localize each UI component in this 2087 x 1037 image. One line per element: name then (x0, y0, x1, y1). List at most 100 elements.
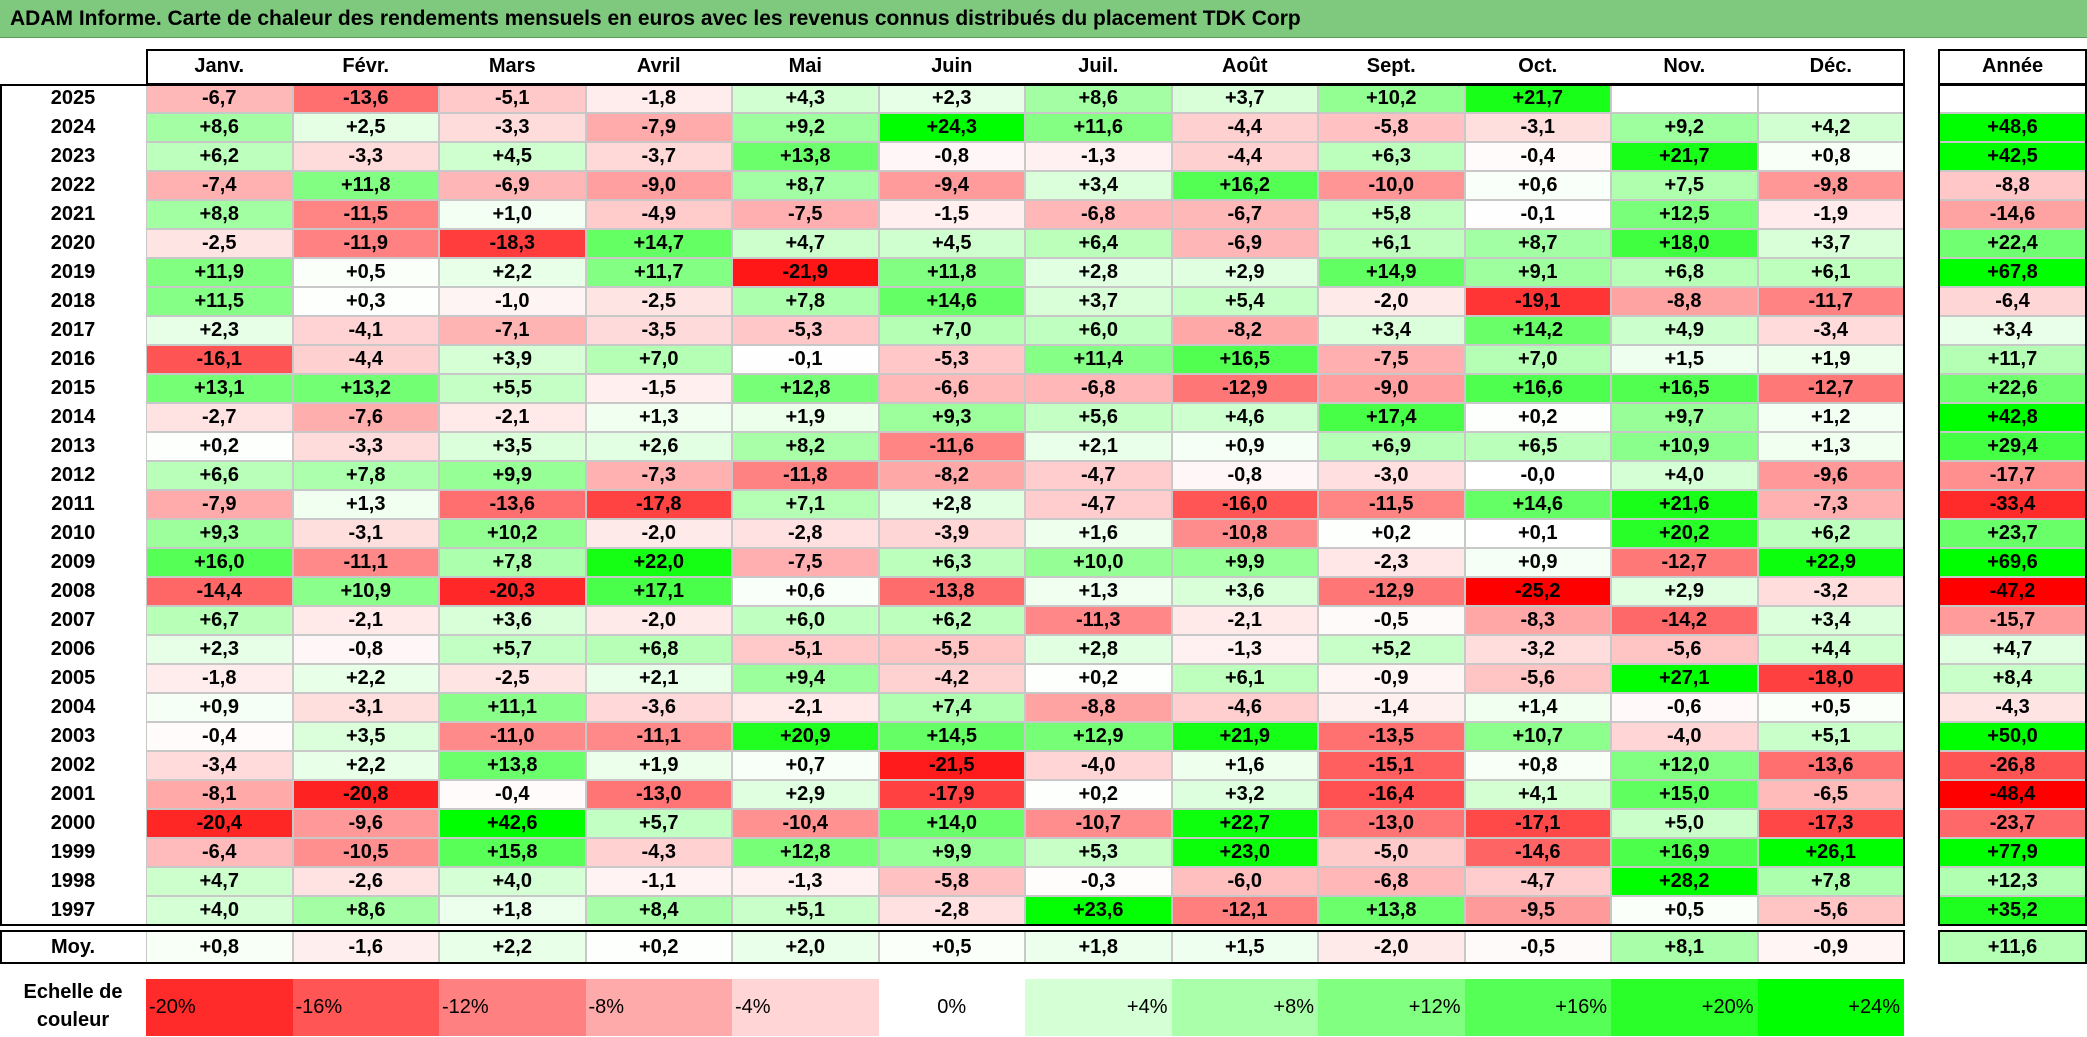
annual-cell: +77,9 (1938, 838, 2087, 867)
heatmap-cell: +11,8 (878, 258, 1025, 287)
month-header: Mars (488, 55, 536, 77)
heatmap-cell: +7,4 (878, 693, 1025, 722)
heatmap-cell: +3,2 (1171, 780, 1318, 809)
heatmap-cell: +11,1 (439, 693, 586, 722)
heatmap-cell: -3,3 (439, 113, 586, 142)
heatmap-cell: -3,4 (1757, 316, 1904, 345)
row-year-label: 2000 (50, 812, 96, 834)
heatmap-cell: +4,7 (146, 867, 293, 896)
heatmap-cell: +0,3 (292, 287, 439, 316)
heatmap-cell: +1,3 (1025, 577, 1172, 606)
heatmap-cell: -9,4 (878, 171, 1025, 200)
chart-title: ADAM Informe. Carte de chaleur des rende… (10, 7, 1301, 30)
heatmap-cell: +0,8 (1757, 142, 1904, 171)
heatmap-cell: -3,3 (292, 432, 439, 461)
heatmap-cell: +14,0 (878, 809, 1025, 838)
heatmap-cell: -4,3 (585, 838, 732, 867)
annual-cell: -26,8 (1938, 751, 2087, 780)
average-cell: -2,0 (1318, 930, 1465, 964)
heatmap-cell: +4,2 (1757, 113, 1904, 142)
heatmap-cell: +23,0 (1171, 838, 1318, 867)
heatmap-cell: -1,0 (439, 287, 586, 316)
annual-cell (1938, 84, 2087, 113)
heatmap-cell: -11,8 (732, 461, 879, 490)
heatmap-cell: +4,1 (1464, 780, 1611, 809)
heatmap-cell: +0,8 (1464, 751, 1611, 780)
month-header: Juil. (1078, 55, 1119, 77)
heatmap-cell: -4,4 (1171, 113, 1318, 142)
annual-cell: -17,7 (1938, 461, 2087, 490)
heatmap-cell: -4,1 (292, 316, 439, 345)
heatmap-cell: -13,6 (1757, 751, 1904, 780)
heatmap-cell: -3,4 (146, 751, 293, 780)
heatmap-cell: -10,7 (1025, 809, 1172, 838)
heatmap-cell: +13,2 (292, 374, 439, 403)
heatmap-cell: -5,6 (1757, 896, 1904, 925)
heatmap-cell: +5,2 (1318, 635, 1465, 664)
heatmap-cell: -3,9 (878, 519, 1025, 548)
heatmap-cell: -0,3 (1025, 867, 1172, 896)
heatmap-cell: -11,3 (1025, 606, 1172, 635)
heatmap-cell: -6,8 (1025, 374, 1172, 403)
heatmap-cell: -11,6 (878, 432, 1025, 461)
row-year-label: 2017 (50, 319, 96, 341)
heatmap-cell: -0,6 (1611, 693, 1758, 722)
heatmap-cell: +1,3 (292, 490, 439, 519)
heatmap-cell: +5,3 (1025, 838, 1172, 867)
heatmap-cell: +18,0 (1611, 229, 1758, 258)
heatmap-cell: -6,0 (1171, 867, 1318, 896)
annual-cell: +35,2 (1938, 896, 2087, 925)
row-year-label: 1998 (50, 870, 96, 892)
heatmap-cell: +9,9 (439, 461, 586, 490)
annual-cell: -6,4 (1938, 287, 2087, 316)
heatmap-cell: +1,0 (439, 200, 586, 229)
annual-cell: +22,4 (1938, 229, 2087, 258)
annual-cell: +11,7 (1938, 345, 2087, 374)
heatmap-cell: +6,9 (1318, 432, 1465, 461)
heatmap-cell: -6,8 (1318, 867, 1465, 896)
heatmap-cell: -1,1 (585, 867, 732, 896)
heatmap-cell: +4,0 (146, 896, 293, 925)
annual-cell: +67,8 (1938, 258, 2087, 287)
annual-cell: +22,6 (1938, 374, 2087, 403)
heatmap-cell: +3,6 (439, 606, 586, 635)
heatmap-cell: +20,2 (1611, 519, 1758, 548)
heatmap-cell: +1,9 (1757, 345, 1904, 374)
heatmap-cell: +10,7 (1464, 722, 1611, 751)
heatmap-cell: +12,8 (732, 838, 879, 867)
average-cell: -0,9 (1757, 930, 1904, 964)
heatmap-cell: +2,2 (292, 751, 439, 780)
heatmap-cell: -8,1 (146, 780, 293, 809)
heatmap-cell: +6,2 (146, 142, 293, 171)
legend-swatch: -16% (292, 979, 439, 1036)
average-annual-cell: +11,6 (1938, 930, 2087, 964)
heatmap-cell: +14,5 (878, 722, 1025, 751)
row-year-label: 2003 (50, 725, 96, 747)
annual-cell: +29,4 (1938, 432, 2087, 461)
heatmap-cell: -7,3 (1757, 490, 1904, 519)
heatmap-cell: +6,4 (1025, 229, 1172, 258)
heatmap-cell: -4,6 (1171, 693, 1318, 722)
heatmap-cell: +14,6 (1464, 490, 1611, 519)
row-year-label: 2002 (50, 754, 96, 776)
heatmap-cell: +7,8 (1757, 867, 1904, 896)
row-year-label: 2013 (50, 435, 96, 457)
heatmap-cell: -1,3 (1025, 142, 1172, 171)
heatmap-cell: +6,7 (146, 606, 293, 635)
heatmap-cell: -11,7 (1757, 287, 1904, 316)
row-year-label: 2004 (50, 696, 96, 718)
heatmap-cell: +9,2 (1611, 113, 1758, 142)
heatmap-cell: +22,0 (585, 548, 732, 577)
heatmap-cell: +6,2 (1757, 519, 1904, 548)
heatmap-cell: +8,2 (732, 432, 879, 461)
heatmap-cell: -0,8 (1171, 461, 1318, 490)
heatmap-cell: -9,8 (1757, 171, 1904, 200)
heatmap-cell: -2,1 (292, 606, 439, 635)
heatmap-cell: -9,6 (1757, 461, 1904, 490)
heatmap-cell: +0,2 (1318, 519, 1465, 548)
heatmap-cell: -8,3 (1464, 606, 1611, 635)
heatmap-cell: -4,7 (1025, 461, 1172, 490)
heatmap-cell: +5,6 (1025, 403, 1172, 432)
heatmap-cell: +11,9 (146, 258, 293, 287)
heatmap-cell: +1,4 (1464, 693, 1611, 722)
